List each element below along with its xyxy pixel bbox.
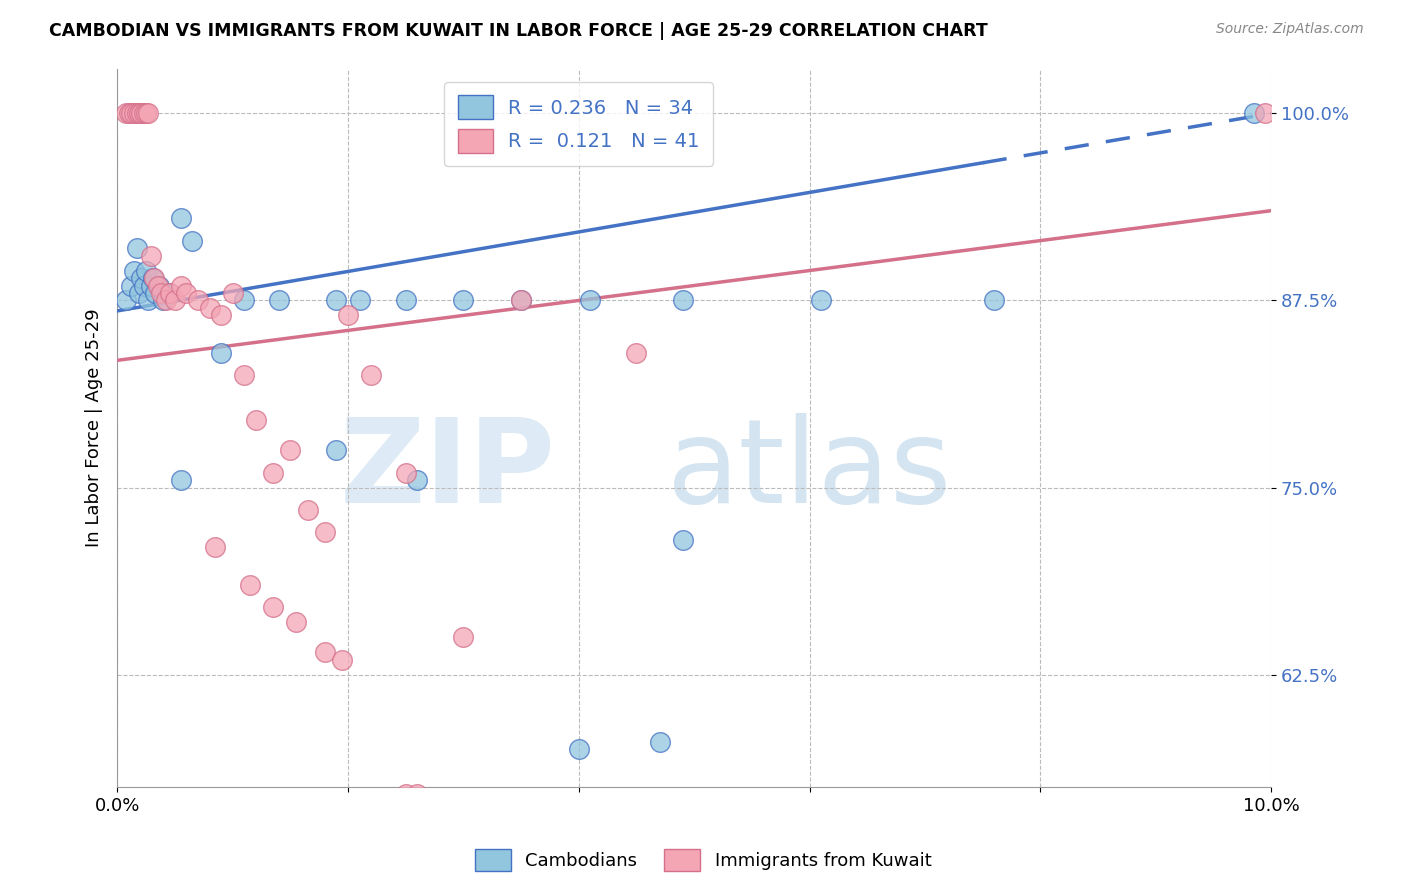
Point (132, 106, 155, 120)
Point (118, 106, 141, 120)
Point (155, 293, 177, 308)
Point (169, 473, 191, 487)
Point (648, 735, 671, 749)
Point (204, 541, 226, 555)
Point (163, 293, 186, 308)
Point (169, 278, 191, 293)
Point (135, 106, 157, 120)
Point (395, 466, 418, 480)
Point (406, 473, 429, 487)
Point (150, 285, 173, 300)
Text: CAMBODIAN VS IMMIGRANTS FROM KUWAIT IN LABOR FORCE | AGE 25-29 CORRELATION CHART: CAMBODIAN VS IMMIGRANTS FROM KUWAIT IN L… (49, 22, 988, 40)
Point (120, 106, 142, 120)
Point (406, 787, 429, 801)
Point (115, 293, 138, 308)
Point (120, 278, 142, 293)
Point (285, 615, 308, 630)
Point (221, 285, 243, 300)
Point (139, 278, 162, 293)
Point (125, 241, 148, 255)
Point (138, 106, 160, 120)
Point (314, 525, 336, 540)
Point (453, 630, 475, 644)
Point (176, 285, 198, 300)
Point (671, 533, 693, 547)
Point (131, 271, 153, 285)
Point (148, 278, 170, 293)
Point (453, 293, 475, 308)
Point (233, 293, 256, 308)
Point (143, 285, 166, 300)
Point (360, 368, 382, 383)
Point (239, 578, 262, 592)
Point (1254, 106, 1277, 120)
Point (395, 293, 418, 308)
Point (128, 106, 150, 120)
Legend: Cambodians, Immigrants from Kuwait: Cambodians, Immigrants from Kuwait (467, 842, 939, 879)
Point (297, 503, 319, 517)
Point (139, 249, 162, 263)
Point (125, 106, 148, 120)
Point (131, 106, 153, 120)
Point (262, 466, 284, 480)
Point (198, 301, 221, 315)
Point (568, 742, 591, 756)
Point (325, 293, 347, 308)
Point (278, 443, 301, 458)
Point (245, 413, 267, 427)
Point (146, 278, 169, 293)
Point (510, 293, 533, 308)
Point (209, 346, 232, 360)
Point (671, 293, 693, 308)
Point (181, 234, 204, 248)
Point (132, 278, 155, 293)
Point (233, 368, 256, 383)
Text: atlas: atlas (666, 413, 952, 528)
Point (1243, 106, 1265, 120)
Point (626, 346, 648, 360)
Point (349, 293, 371, 308)
Point (325, 443, 347, 458)
Legend: R = 0.236   N = 34, R =  0.121   N = 41: R = 0.236 N = 34, R = 0.121 N = 41 (444, 82, 713, 166)
Point (152, 293, 174, 308)
Point (143, 271, 166, 285)
Point (128, 285, 150, 300)
Point (395, 787, 418, 801)
Point (138, 293, 160, 308)
Point (579, 293, 602, 308)
Point (810, 293, 832, 308)
Point (124, 263, 146, 277)
Text: Source: ZipAtlas.com: Source: ZipAtlas.com (1216, 22, 1364, 37)
Point (187, 293, 209, 308)
Point (157, 285, 180, 300)
Point (314, 645, 336, 659)
Text: ZIP: ZIP (340, 413, 555, 528)
Point (262, 600, 284, 615)
Point (142, 271, 165, 285)
Point (159, 285, 181, 300)
Y-axis label: In Labor Force | Age 25-29: In Labor Force | Age 25-29 (86, 309, 103, 547)
Point (169, 211, 191, 226)
Point (135, 263, 157, 277)
Point (115, 106, 138, 120)
Point (336, 309, 359, 323)
Point (510, 293, 533, 308)
Point (983, 293, 1005, 308)
Point (209, 309, 232, 323)
Point (124, 106, 146, 120)
Point (267, 293, 290, 308)
Point (330, 653, 353, 667)
